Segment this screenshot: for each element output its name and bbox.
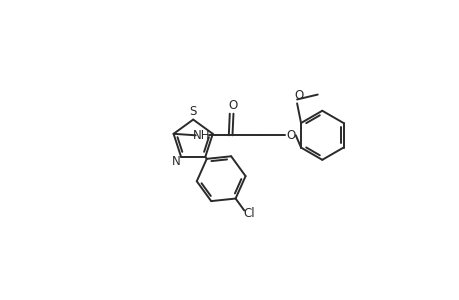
Text: N: N <box>171 155 180 168</box>
Text: O: O <box>285 129 295 142</box>
Text: Cl: Cl <box>242 207 254 220</box>
Text: O: O <box>228 99 238 112</box>
Text: O: O <box>293 89 302 102</box>
Text: S: S <box>189 105 196 118</box>
Text: NH: NH <box>193 129 210 142</box>
